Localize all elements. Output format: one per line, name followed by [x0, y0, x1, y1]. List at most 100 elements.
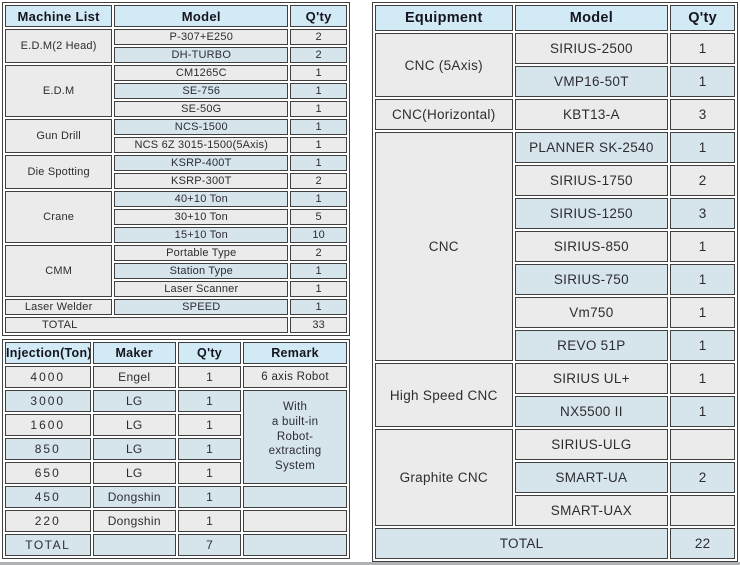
qty-header: Q'ty: [290, 5, 347, 27]
table-row: SE-756 1: [5, 83, 347, 99]
remark-cell: [243, 510, 347, 532]
table-row: SIRIUS-1750 2: [375, 165, 735, 196]
qty-cell: 1: [178, 486, 242, 508]
maker-cell: LG: [92, 414, 176, 436]
qty-cell: 1: [670, 297, 735, 328]
maker-cell: LG: [92, 438, 176, 460]
table-row: High Speed CNC SIRIUS UL+ 1: [375, 363, 735, 427]
total-row: TOTAL 7: [5, 534, 347, 556]
table-row: 30+10 Ton 5: [5, 209, 347, 225]
model-cell: REVO 51P: [514, 330, 669, 361]
maker-cell: Dongshin: [92, 510, 176, 532]
table-row: 4000 Engel 1 6 axis Robot: [5, 366, 347, 388]
model-header: Model: [514, 5, 669, 31]
qty-cell: 1: [670, 66, 735, 97]
total-row: TOTAL 22: [375, 528, 735, 559]
remark-cell: [243, 534, 347, 556]
table-row: Vm750 1: [375, 297, 735, 328]
qty-cell: 2: [670, 165, 735, 196]
qty-cell: 1: [178, 510, 242, 532]
table-row: 1600 LG 1: [5, 414, 347, 436]
injection-ton-header: Injection(Ton): [5, 342, 91, 364]
table-row: VMP16-50T 1: [375, 66, 735, 97]
qty-cell: 1: [290, 83, 347, 99]
model-cell: 30+10 Ton: [114, 209, 289, 225]
table-header-row: Injection(Ton) Maker Q'ty Remark: [5, 342, 347, 364]
machine-group-cell: E.D.M: [5, 65, 113, 117]
qty-cell: 1: [670, 396, 735, 427]
model-cell: 40+10 Ton: [114, 191, 289, 207]
qty-cell: 1: [290, 101, 347, 117]
model-cell: NCS 6Z 3015-1500(5Axis): [114, 137, 289, 153]
model-cell: PLANNER SK-2540: [514, 132, 669, 163]
machine-group-cell: Die Spotting: [5, 155, 113, 189]
table-row: Die Spotting KSRP-400T 1: [5, 155, 347, 189]
maker-cell: LG: [92, 390, 176, 412]
bottom-edge-strip: [0, 562, 740, 565]
model-cell: SE-756: [114, 83, 289, 99]
table-row: NX5500 II 1: [375, 396, 735, 427]
qty-cell: 3: [670, 198, 735, 229]
maker-cell: LG: [92, 462, 176, 484]
qty-cell: 1: [290, 299, 347, 315]
table-row: Laser Welder SPEED 1: [5, 299, 347, 315]
model-cell: KSRP-400T: [114, 155, 289, 171]
table-row: NCS 6Z 3015-1500(5Axis) 1: [5, 137, 347, 153]
machine-group-cell: Gun Drill: [5, 119, 113, 153]
table-row: E.D.M CM1265C 1: [5, 65, 347, 117]
qty-cell: 1: [670, 264, 735, 295]
ton-cell: 3000: [5, 390, 91, 412]
table-row: SIRIUS-1250 3: [375, 198, 735, 229]
equipment-group-cell: CNC: [375, 132, 513, 361]
model-cell: SPEED: [114, 299, 289, 315]
table-header-row: Equipment Model Q'ty: [375, 5, 735, 31]
table-row: Graphite CNC SIRIUS-ULG: [375, 429, 735, 526]
total-qty-cell: 33: [290, 317, 347, 333]
table-row: 450 Dongshin 1: [5, 486, 347, 508]
total-label-cell: TOTAL: [375, 528, 669, 559]
total-qty-cell: 22: [670, 528, 735, 559]
qty-cell: 1: [178, 438, 242, 460]
equipment-group-cell: High Speed CNC: [375, 363, 513, 427]
qty-cell: 1: [290, 263, 347, 279]
model-cell: P-307+E250: [114, 29, 289, 45]
qty-cell: [670, 429, 735, 460]
qty-cell: 5: [290, 209, 347, 225]
model-cell: SIRIUS-1250: [514, 198, 669, 229]
table-row: SMART-UAX: [375, 495, 735, 526]
model-cell: Station Type: [114, 263, 289, 279]
table-row: Laser Scanner 1: [5, 281, 347, 297]
qty-cell: 3: [670, 99, 735, 130]
machine-list-header: Machine List: [5, 5, 113, 27]
qty-cell: 2: [670, 462, 735, 493]
model-cell: SE-50G: [114, 101, 289, 117]
table-row: E.D.M(2 Head) P-307+E250 2: [5, 29, 347, 63]
qty-header: Q'ty: [178, 342, 242, 364]
table-row: SIRIUS-850 1: [375, 231, 735, 262]
qty-header: Q'ty: [670, 5, 735, 31]
maker-header: Maker: [92, 342, 176, 364]
machine-list-table: Machine List Model Q'ty E.D.M(2 Head) P-…: [2, 2, 350, 336]
table-row: REVO 51P 1: [375, 330, 735, 361]
table-row: DH-TURBO 2: [5, 47, 347, 63]
table-row: Crane 40+10 Ton 1: [5, 191, 347, 243]
qty-cell: 1: [178, 462, 242, 484]
qty-cell: 2: [290, 47, 347, 63]
model-cell: SIRIUS-2500: [514, 33, 669, 64]
ton-cell: 4000: [5, 366, 91, 388]
model-cell: NX5500 II: [514, 396, 669, 427]
equipment-header: Equipment: [375, 5, 513, 31]
qty-cell: 1: [670, 363, 735, 394]
equipment-group-cell: Graphite CNC: [375, 429, 513, 526]
model-cell: SMART-UA: [514, 462, 669, 493]
table-row: CNC(Horizontal) KBT13-A 3: [375, 99, 735, 130]
qty-cell: 10: [290, 227, 347, 243]
model-cell: CM1265C: [114, 65, 289, 81]
model-cell: Portable Type: [114, 245, 289, 261]
qty-cell: 1: [290, 155, 347, 171]
model-cell: NCS-1500: [114, 119, 289, 135]
qty-cell: [670, 495, 735, 526]
qty-cell: 1: [178, 366, 242, 388]
maker-cell: Dongshin: [92, 486, 176, 508]
